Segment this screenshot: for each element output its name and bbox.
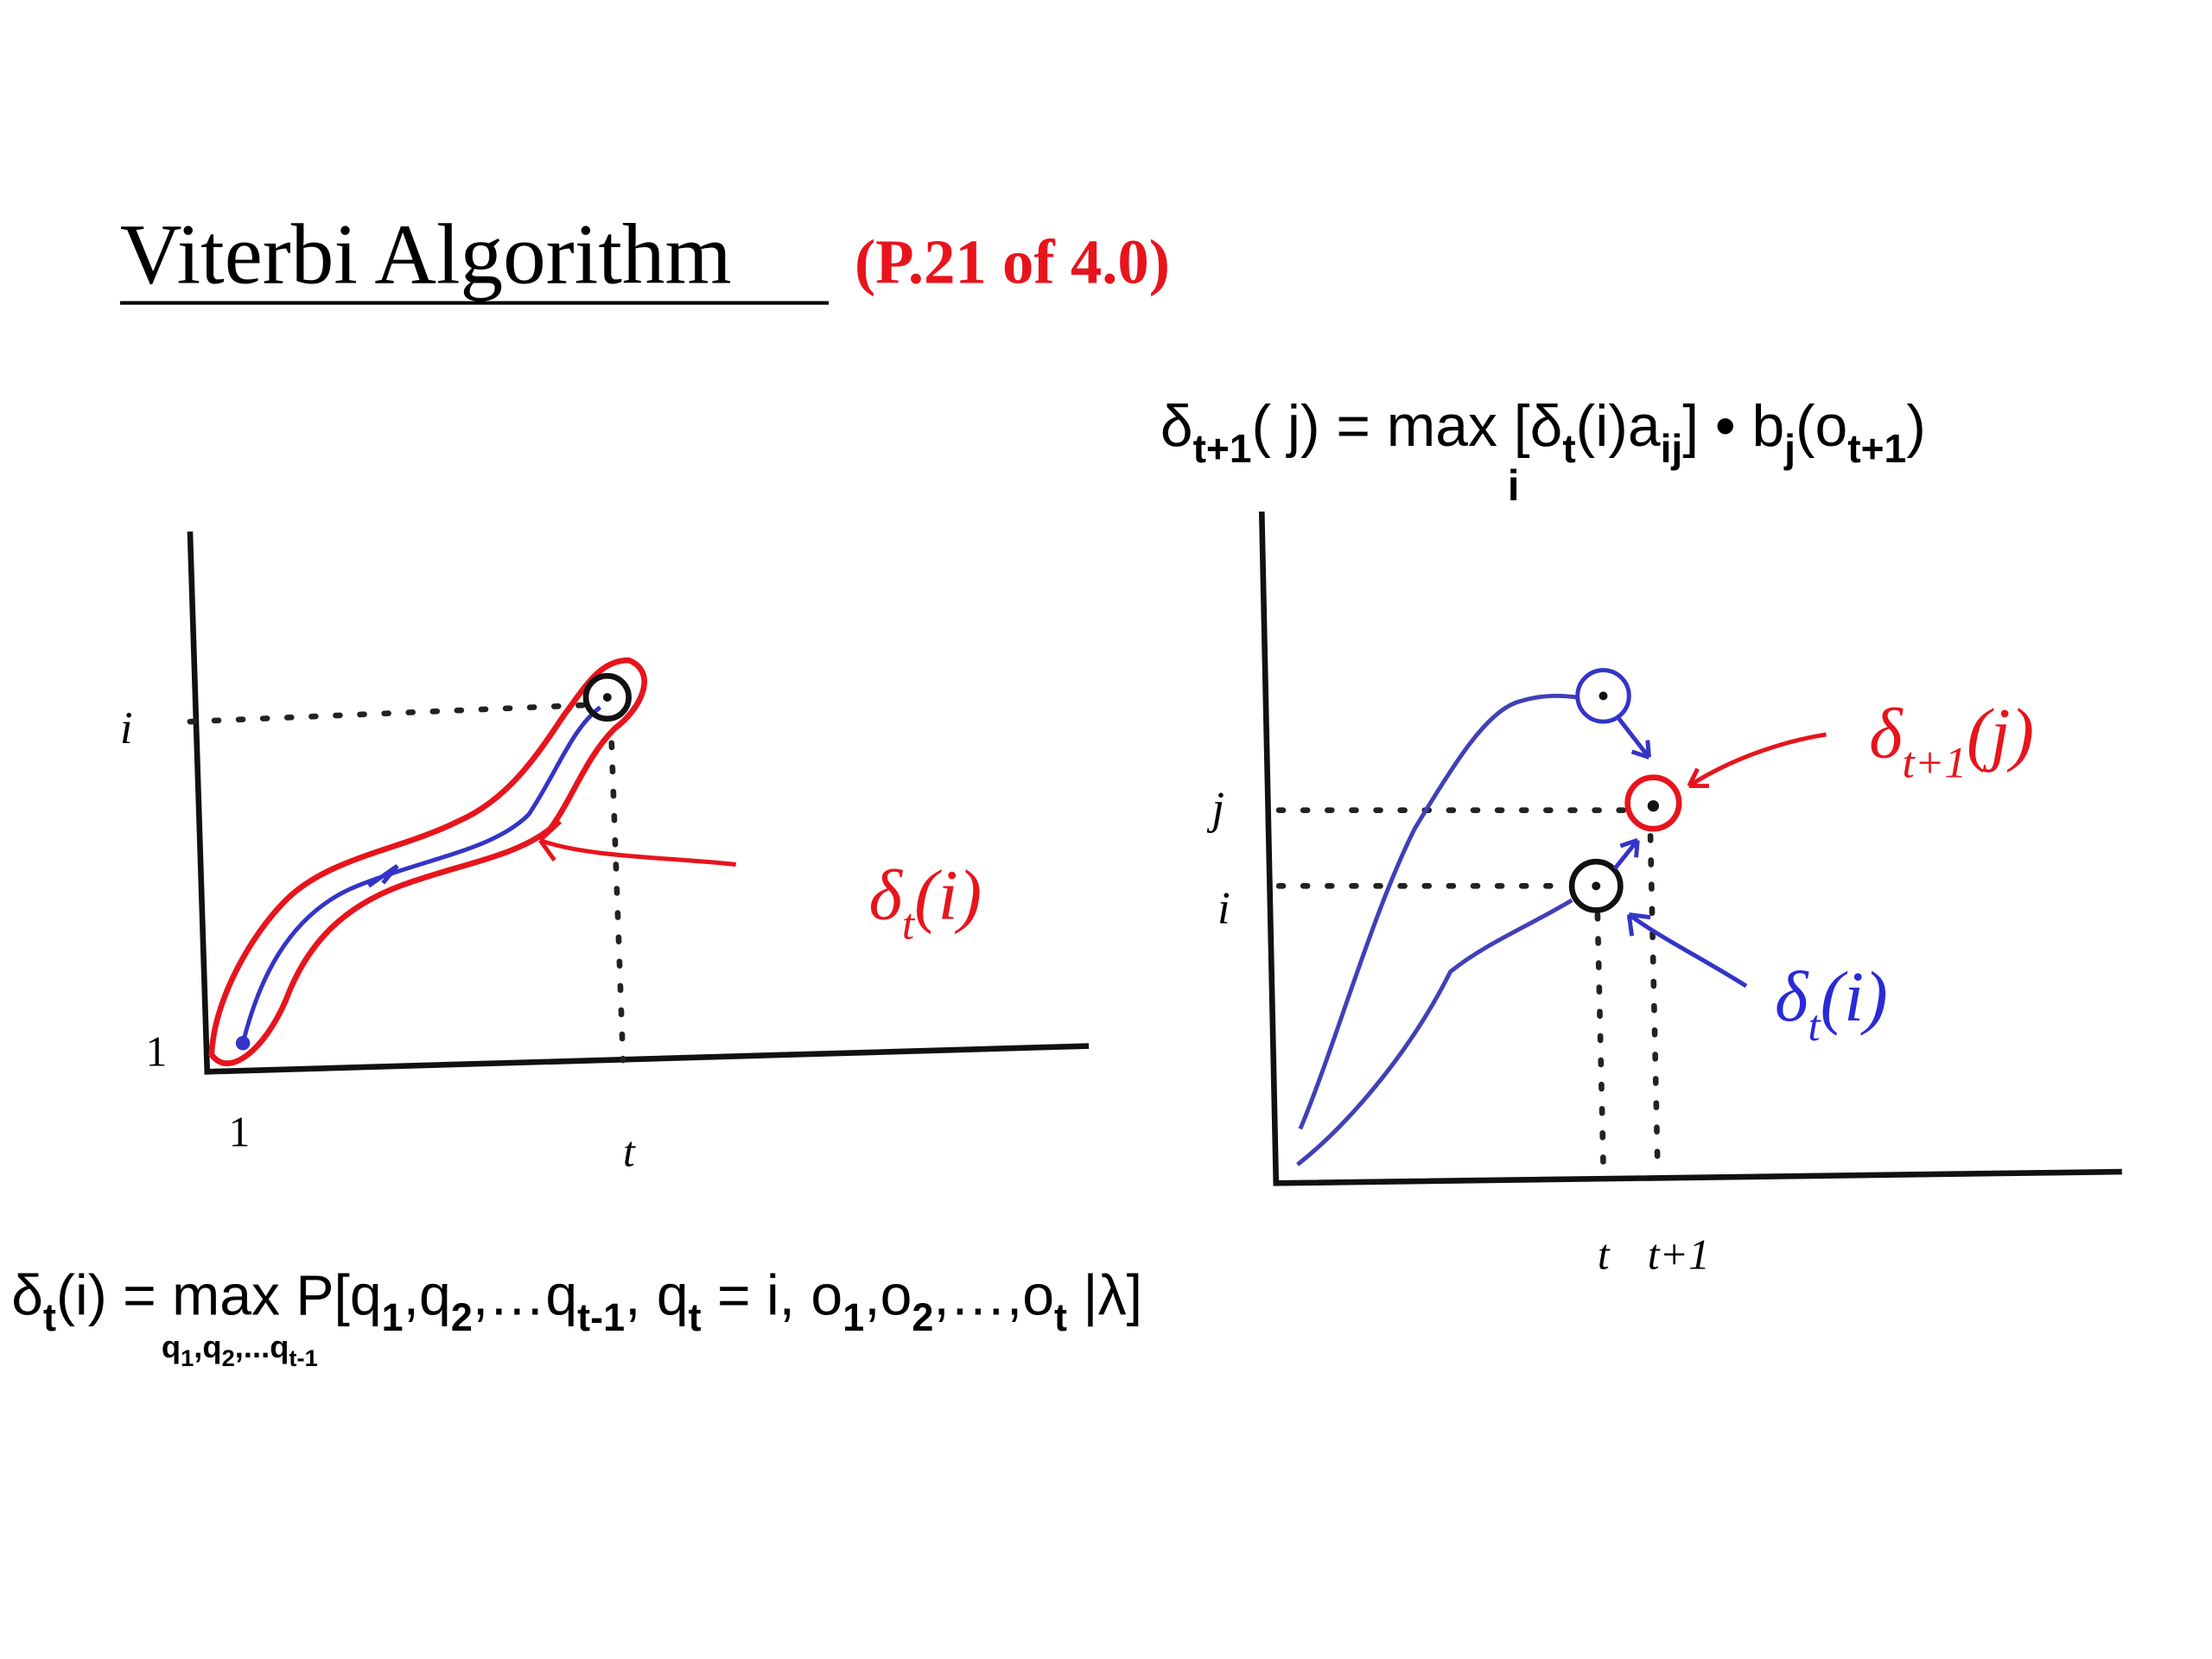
text-part: ,…q bbox=[473, 1263, 577, 1327]
path bbox=[1298, 693, 1579, 1130]
state-circle bbox=[582, 672, 632, 722]
subscript: t bbox=[43, 1295, 56, 1339]
subscript: 2 bbox=[222, 1344, 235, 1371]
text-part: q bbox=[162, 1329, 181, 1364]
x-label: 1 bbox=[229, 1108, 251, 1155]
subscript: t+1 bbox=[1847, 426, 1906, 471]
y-label: 1 bbox=[146, 1028, 168, 1076]
text-part: (o bbox=[1796, 394, 1847, 459]
text-part: (i)a bbox=[1576, 394, 1661, 459]
text-part: [δ bbox=[1497, 394, 1562, 459]
arrow bbox=[1617, 717, 1651, 760]
text-part: ) bbox=[1906, 394, 1926, 459]
subscript: t bbox=[1562, 426, 1575, 471]
subscript: ij bbox=[1661, 426, 1683, 471]
text-part: δ bbox=[868, 855, 903, 934]
subscript: 2 bbox=[912, 1295, 933, 1339]
source-ref: (P.21 of 4.0) bbox=[855, 226, 1170, 296]
x-label: t bbox=[623, 1128, 636, 1175]
x-label: t+1 bbox=[1648, 1231, 1710, 1279]
arrowhead bbox=[367, 864, 399, 888]
subscript: 1 bbox=[181, 1344, 194, 1371]
top-formula: δt+1( j) = max [δt(i)aij] • bj(ot+1) bbox=[1160, 394, 1926, 471]
annotation: δt(i) bbox=[868, 855, 982, 949]
subscript: t+1 bbox=[1903, 739, 1967, 788]
guide bbox=[187, 701, 603, 725]
title: Viterbi Algorithm bbox=[120, 207, 732, 302]
subscript: 1 bbox=[842, 1295, 864, 1339]
text-part: (i) = max bbox=[56, 1263, 280, 1327]
text-part: ,...q bbox=[235, 1329, 289, 1364]
guide bbox=[1594, 912, 1606, 1168]
text-part: P[q bbox=[280, 1263, 382, 1327]
y-label: i bbox=[120, 703, 133, 753]
subscript: 1 bbox=[382, 1295, 404, 1339]
text-part: ,…,o bbox=[933, 1263, 1054, 1327]
subscript: t bbox=[1808, 1001, 1821, 1051]
text-part: (i) bbox=[1821, 957, 1888, 1036]
y-label: j bbox=[1206, 784, 1224, 834]
state-circle bbox=[1568, 858, 1624, 913]
state-dot bbox=[1599, 691, 1608, 701]
state-circle bbox=[1575, 668, 1631, 724]
subscript: j bbox=[1783, 426, 1796, 471]
text-part: (j) bbox=[1967, 693, 2034, 772]
bottom-formula-under: q1,q2,...qt-1 bbox=[162, 1329, 318, 1371]
text-part: ,q bbox=[404, 1263, 451, 1327]
state-dot bbox=[602, 693, 612, 702]
best-path bbox=[240, 705, 602, 1044]
left-diagram: i 1 1 t δt(i) bbox=[120, 531, 1090, 1175]
text-part: , q bbox=[625, 1263, 689, 1327]
annotation: δt+1(j) bbox=[1869, 693, 2034, 787]
arrow bbox=[1687, 732, 1827, 789]
bottom-formula: δt(i) = max P[q1,q2,…qt-1, qt = i, o1,o2… bbox=[11, 1263, 1142, 1339]
start-point bbox=[235, 1035, 251, 1051]
guide bbox=[608, 740, 626, 1064]
arrow bbox=[1626, 912, 1748, 988]
subscript: t bbox=[1054, 1295, 1067, 1339]
subscript: t bbox=[902, 900, 916, 950]
annotation: δt(i) bbox=[1775, 957, 1888, 1051]
subscript: t bbox=[689, 1295, 702, 1339]
x-label: t bbox=[1598, 1231, 1611, 1279]
text-part: ,o bbox=[864, 1263, 912, 1327]
path-outline bbox=[208, 657, 647, 1066]
text-part: ] • b bbox=[1682, 394, 1784, 459]
text-part: = i, o bbox=[702, 1263, 843, 1327]
text-part: δ bbox=[1160, 394, 1193, 459]
state-dot bbox=[1592, 881, 1601, 891]
text-part: |λ] bbox=[1067, 1263, 1142, 1327]
text-part: i bbox=[1508, 461, 1520, 510]
subscript: t-1 bbox=[577, 1295, 625, 1339]
text-part: ( j) = max bbox=[1251, 394, 1497, 459]
guide bbox=[1647, 833, 1661, 1168]
y-label: i bbox=[1217, 883, 1230, 933]
path bbox=[1296, 898, 1573, 1166]
state-circle bbox=[1624, 774, 1682, 832]
subscript: t+1 bbox=[1193, 426, 1252, 471]
text-part: ,q bbox=[194, 1329, 221, 1364]
text-part: δ bbox=[11, 1263, 43, 1327]
text-part: δ bbox=[1869, 693, 1904, 772]
arrow bbox=[1612, 838, 1640, 871]
text-part: δ bbox=[1775, 957, 1809, 1036]
axes bbox=[187, 531, 1090, 1075]
arrow bbox=[538, 820, 736, 867]
subscript: 2 bbox=[451, 1295, 473, 1339]
top-formula-under: i bbox=[1508, 461, 1520, 510]
subscript: t-1 bbox=[289, 1344, 317, 1371]
right-diagram: j i t t+1 δt+1(j) δt(i) bbox=[1206, 511, 2122, 1279]
axes bbox=[1258, 511, 2122, 1186]
text-part: (i) bbox=[914, 855, 982, 934]
state-dot bbox=[1647, 800, 1659, 812]
